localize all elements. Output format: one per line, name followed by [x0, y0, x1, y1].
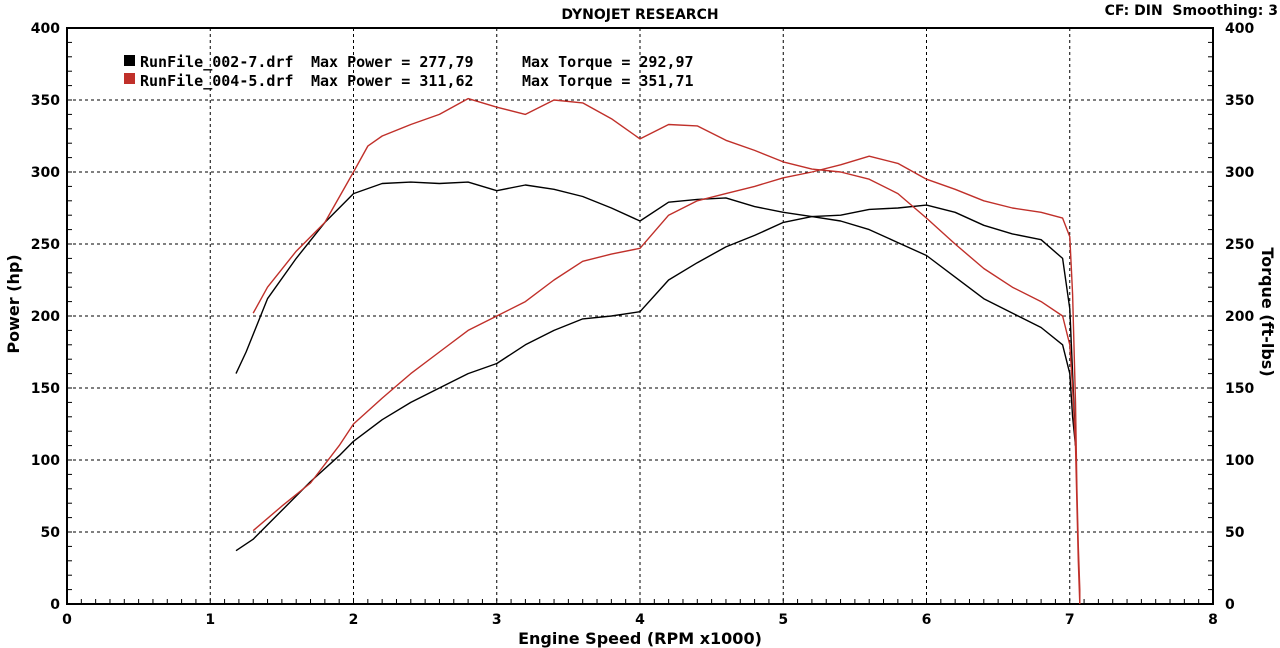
- legend-run2-name: RunFile_004-5.drf: [140, 72, 294, 90]
- x-axis-title: Engine Speed (RPM x1000): [518, 629, 762, 648]
- y2-tick-label: 50: [1225, 525, 1245, 541]
- series-layer: [235, 97, 1081, 605]
- y2-tick-label: 150: [1225, 381, 1254, 397]
- x-tick-label: 3: [492, 612, 502, 628]
- x-tick-label: 0: [62, 612, 72, 628]
- y2-tick-label: 350: [1225, 93, 1254, 109]
- y-tick-label: 250: [31, 237, 60, 253]
- y-tick-label: 150: [31, 381, 60, 397]
- x-tick-label: 4: [635, 612, 645, 628]
- legend-run2-torque: Max Torque = 351,71: [522, 72, 694, 90]
- x-tick-label: 5: [778, 612, 788, 628]
- y2-tick-label: 0: [1225, 597, 1235, 613]
- series-line-run1-torque: [235, 181, 1077, 446]
- y-tick-label: 0: [50, 597, 60, 613]
- y-tick-label: 50: [41, 525, 61, 541]
- legend-run1-power: Max Power = 277,79: [311, 53, 474, 71]
- y2-axis-title: Torque (ft-lbs): [1258, 247, 1277, 376]
- y2-tick-label: 300: [1225, 165, 1254, 181]
- x-axis-tick-labels: 0 1 2 3 4 5 6 7 8: [62, 612, 1218, 628]
- x-tick-label: 6: [922, 612, 932, 628]
- legend-run1-torque: Max Torque = 292,97: [522, 53, 694, 71]
- grid-lines: [67, 28, 1213, 604]
- series-line-run2-torque: [252, 97, 1081, 605]
- y2-tick-label: 250: [1225, 237, 1254, 253]
- legend-run2-power: Max Power = 311,62: [311, 72, 474, 90]
- series-line-run2-power: [252, 155, 1081, 604]
- y2-tick-label: 400: [1225, 21, 1254, 37]
- y-tick-label: 350: [31, 93, 60, 109]
- y-tick-label: 400: [31, 21, 60, 37]
- legend-swatch-run2: [124, 73, 135, 84]
- legend: RunFile_002-7.drf Max Power = 277,79 Max…: [124, 53, 694, 90]
- y-axis-title: Power (hp): [4, 254, 23, 353]
- x-tick-label: 7: [1065, 612, 1075, 628]
- series-line-run1-power: [235, 204, 1077, 552]
- y2-tick-label: 100: [1225, 453, 1254, 469]
- chart-title: DYNOJET RESEARCH: [561, 7, 718, 23]
- y-tick-label: 200: [31, 309, 60, 325]
- y2-axis-tick-labels: 0 50 100 150 200 250 300 350 400: [1225, 21, 1254, 613]
- x-tick-label: 1: [205, 612, 215, 628]
- y2-tick-label: 200: [1225, 309, 1254, 325]
- y-axis-tick-labels: 0 50 100 150 200 250 300 350 400: [31, 21, 60, 613]
- x-tick-label: 2: [349, 612, 359, 628]
- axis-minor-ticks: [66, 27, 1214, 605]
- legend-run1-name: RunFile_002-7.drf: [140, 53, 294, 71]
- legend-swatch-run1: [124, 55, 135, 66]
- y-tick-label: 300: [31, 165, 60, 181]
- y-tick-label: 100: [31, 453, 60, 469]
- x-tick-label: 8: [1208, 612, 1218, 628]
- chart-subtitle: CF: DIN Smoothing: 3: [1105, 3, 1278, 19]
